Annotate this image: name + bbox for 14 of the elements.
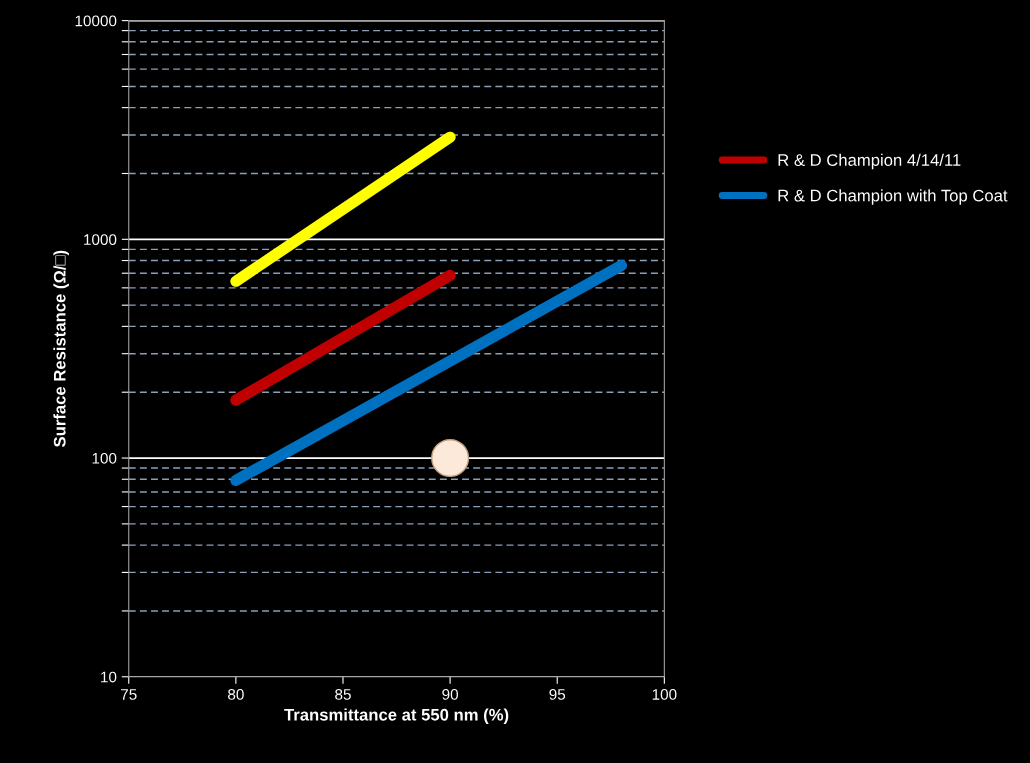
x-axis-title: Transmittance at 550 nm (%) (284, 708, 509, 724)
x-tick-label: 80 (228, 688, 244, 700)
y-tick-label: 10 (101, 671, 117, 683)
y-axis-title: Surface Resistance (Ω/□) (53, 250, 69, 447)
legend-label: R & D Champion with Top Coat (778, 189, 1008, 205)
y-tick-label: 1000 (84, 234, 117, 246)
y-tick-label: 100 (92, 452, 117, 464)
x-tick-label: 95 (549, 688, 566, 700)
legend-label: R & D Champion 4/14/11 (778, 153, 961, 170)
x-tick-label: 90 (442, 688, 459, 700)
x-tick-label: 85 (335, 688, 351, 700)
y-tick-label: 10000 (75, 15, 117, 27)
x-tick-label: 75 (121, 689, 137, 700)
x-tick-label: 100 (652, 688, 677, 700)
